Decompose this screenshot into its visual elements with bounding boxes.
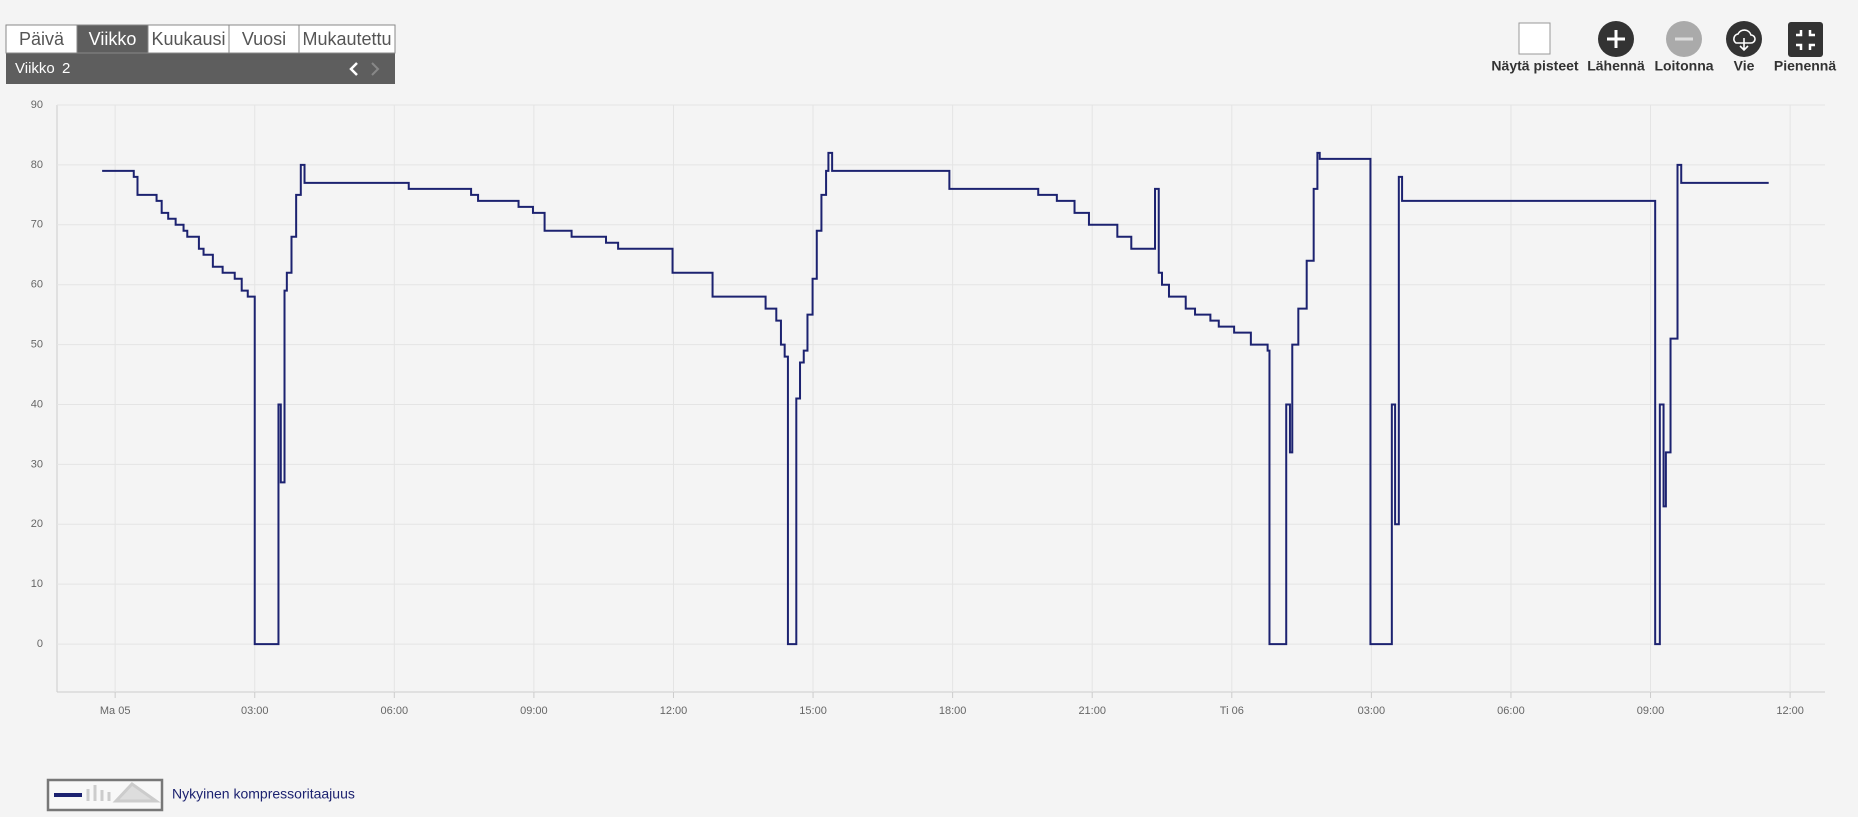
period-label: Viikko xyxy=(15,60,55,77)
x-tick-label: 03:00 xyxy=(241,705,269,717)
x-tick-label: 15:00 xyxy=(799,705,827,717)
x-tick-label: 09:00 xyxy=(1637,705,1665,717)
y-tick-label: 30 xyxy=(31,458,43,470)
x-tick-label: 21:00 xyxy=(1078,705,1106,717)
x-tick-label: 12:00 xyxy=(660,705,688,717)
toolbar-label: Vie xyxy=(1734,58,1755,74)
x-tick-label: 18:00 xyxy=(939,705,967,717)
tab-label: Päivä xyxy=(19,29,65,49)
y-tick-label: 70 xyxy=(31,219,43,231)
y-tick-label: 90 xyxy=(31,99,43,111)
x-tick-label: 12:00 xyxy=(1776,705,1804,717)
x-tick-label: Ti 06 xyxy=(1220,705,1244,717)
y-tick-label: 50 xyxy=(31,338,43,350)
tab-label: Kuukausi xyxy=(151,29,225,49)
x-tick-label: 06:00 xyxy=(381,705,409,717)
legend-label[interactable]: Nykyinen kompressoritaajuus xyxy=(172,786,355,802)
y-tick-label: 40 xyxy=(31,398,43,410)
y-tick-label: 80 xyxy=(31,159,43,171)
icon xyxy=(1607,30,1625,48)
tab[interactable] xyxy=(76,24,149,54)
tab[interactable] xyxy=(298,24,396,54)
data-line xyxy=(102,151,1769,646)
tab-label: Mukautettu xyxy=(302,29,391,49)
toolbar-label: Näytä pisteet xyxy=(1491,58,1578,74)
y-tick-label: 10 xyxy=(31,578,43,590)
y-tick-label: 0 xyxy=(37,638,43,650)
x-tick-label: 03:00 xyxy=(1358,705,1386,717)
checkbox[interactable] xyxy=(1518,22,1551,55)
x-tick-label: 06:00 xyxy=(1497,705,1525,717)
x-tick-label: Ma 05 xyxy=(100,705,131,717)
icon xyxy=(86,782,161,803)
icon xyxy=(1796,30,1815,50)
toolbar-label: Pienennä xyxy=(1774,58,1836,74)
prev-button[interactable] xyxy=(349,62,358,76)
y-tick-label: 20 xyxy=(31,518,43,530)
shrink-button[interactable] xyxy=(1788,22,1823,57)
period-number: 2 xyxy=(62,60,70,77)
icon xyxy=(1733,29,1756,52)
y-tick-label: 60 xyxy=(31,279,43,291)
next-button[interactable] xyxy=(371,62,380,76)
x-tick-label: 09:00 xyxy=(520,705,548,717)
tab[interactable] xyxy=(228,24,300,54)
tab-label: Vuosi xyxy=(242,29,286,49)
toolbar-label: Lähennä xyxy=(1587,58,1645,74)
toolbar-label: Loitonna xyxy=(1654,58,1713,74)
tab-label: Viikko xyxy=(89,29,137,49)
period-bar xyxy=(6,53,395,84)
